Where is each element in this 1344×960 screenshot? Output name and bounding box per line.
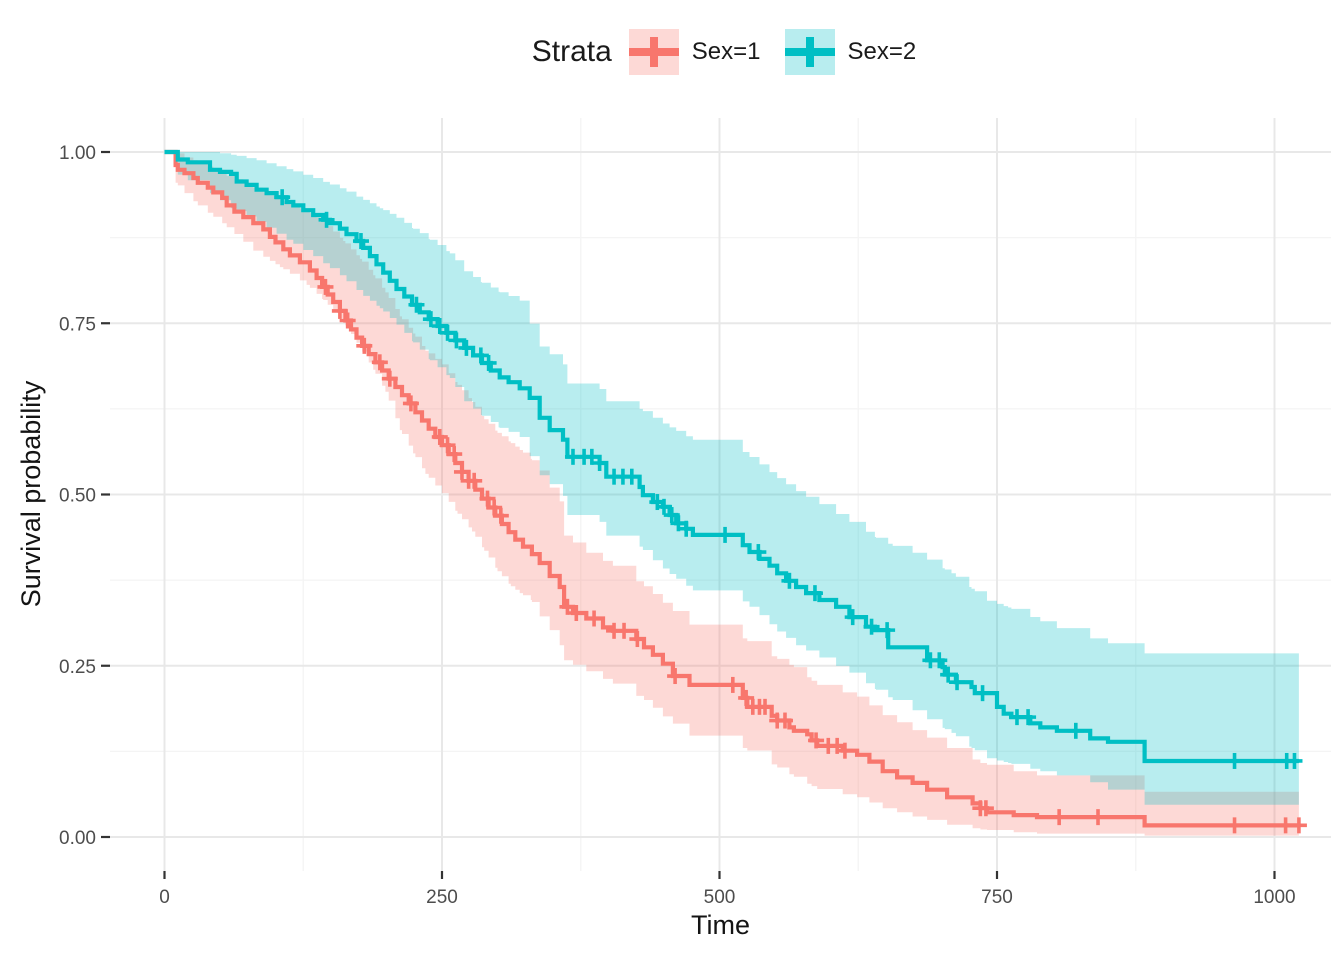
legend-label-sex2: Sex=2 [847,38,917,65]
legend-label-sex1: Sex=1 [691,38,761,65]
x-tick-label: 500 [704,887,736,908]
y-tick-label: 1.00 [59,143,96,164]
censor-marks [274,189,1307,834]
confidence-band-sex1 [164,152,1299,836]
censor-marks-sex1 [317,278,1307,834]
legend-key-censor-cross-icon [649,37,658,67]
x-tick-label: 250 [426,887,458,908]
x-axis-title: Time [691,910,750,940]
x-tick-label: 1000 [1253,887,1295,908]
confidence-band-sex2 [164,152,1299,805]
legend-key-sex2 [784,29,835,75]
legend: Strata Sex=1 Sex=2 [0,29,1344,75]
y-tick-label: 0.75 [59,314,96,335]
x-tick-label: 0 [159,887,170,908]
y-tick-label: 0.25 [59,657,96,678]
legend-key-censor-cross-icon [805,37,814,67]
gridlines-major [110,118,1331,871]
censor-marks-sex2 [274,189,1303,769]
legend-title: Strata [531,35,612,68]
y-tick-label: 0.00 [59,828,96,849]
y-axis-tick-labels: 0.00 0.25 0.50 0.75 1.00 [59,143,96,849]
legend-key-sex1 [628,29,679,75]
axis-ticks [101,150,1276,879]
confidence-bands [164,152,1299,836]
y-tick-label: 0.50 [59,486,96,507]
y-axis-title-text: Survival probability [16,380,46,608]
x-axis-tick-labels: 0 250 500 750 1000 [159,887,1295,908]
x-tick-label: 750 [981,887,1013,908]
